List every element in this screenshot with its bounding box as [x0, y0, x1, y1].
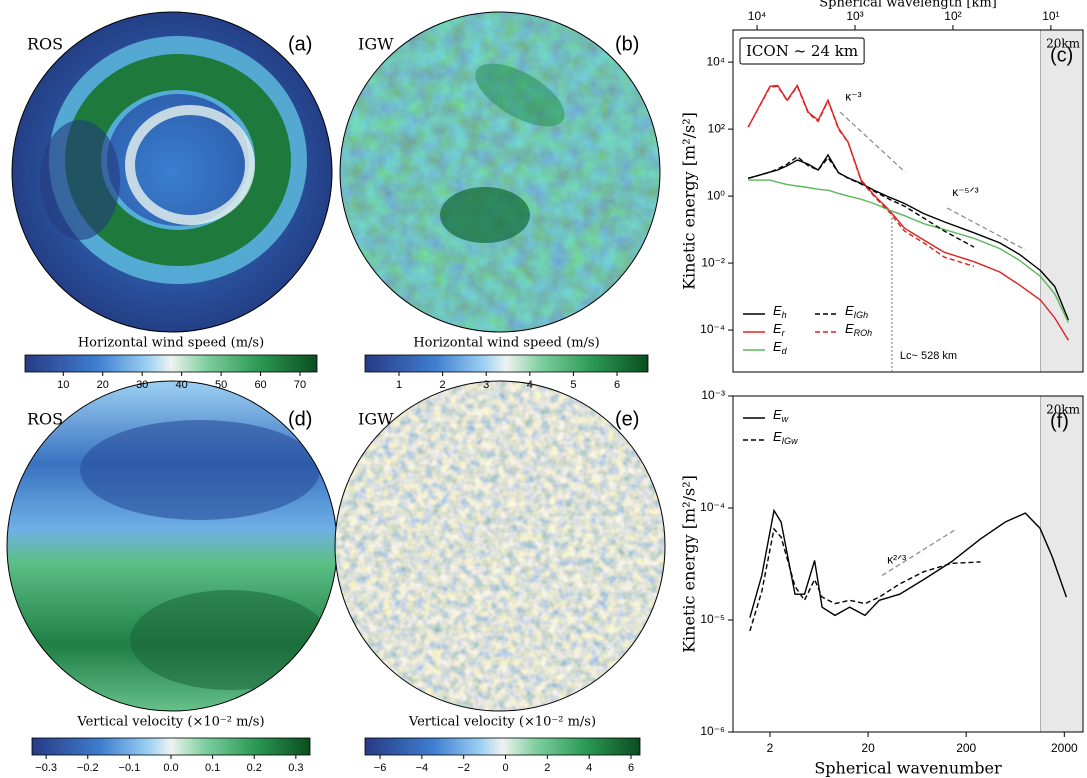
colorbar-tick-label: −4 — [416, 762, 429, 774]
y-tick-label: 10⁻⁵ — [700, 612, 725, 626]
resolution-shade — [1040, 30, 1083, 372]
colorbar-tick-label: 0.1 — [205, 762, 220, 774]
colorbar-tick-label: 10 — [57, 379, 69, 391]
scale-label: Lc~ 528 km — [900, 350, 957, 362]
colorbar-tick-label: 6 — [614, 379, 620, 391]
y-tick-label: 10² — [708, 121, 725, 135]
y-axis-label: Kinetic energy [m²/s²] — [680, 475, 699, 653]
slope-label: κ²ᐟ³ — [887, 553, 906, 567]
y-tick-label: 10⁻³ — [701, 388, 725, 402]
colorbar-tick-label: 40 — [176, 379, 188, 391]
colorbar-tick-label: 70 — [294, 379, 306, 391]
spectrum-line — [748, 86, 1068, 341]
colorbar-tick-label: 2 — [440, 379, 446, 391]
colorbar-tick-label: 20 — [97, 379, 109, 391]
slope-label: κ⁻³ — [845, 89, 861, 103]
colorbar — [365, 355, 648, 372]
map-a — [12, 12, 332, 332]
legend-label: Ed — [773, 339, 788, 356]
colorbar — [365, 738, 640, 755]
map-b — [340, 12, 660, 332]
colorbar-tick-label: 0.3 — [288, 762, 303, 774]
figure: ROS (a) IGW (b) ROS (d) IGW (e) Horizont… — [0, 0, 1087, 778]
spectrum-line — [748, 157, 974, 247]
colorbar-tick-label: 6 — [628, 762, 634, 774]
x-tick-label: 200 — [956, 741, 976, 755]
colorbar-tick-label: −0.2 — [77, 762, 99, 774]
slope-label: κ⁻⁵ᐟ³ — [952, 185, 978, 199]
x-axis-label: Spherical wavenumber — [814, 759, 1002, 778]
colorbar-tick-label: 0.0 — [163, 762, 178, 774]
colorbar-tick-label: −0.1 — [119, 762, 141, 774]
map-tag: IGW — [358, 410, 394, 429]
y-tick-label: 10⁻⁴ — [700, 322, 725, 336]
x2-tick-label: 10² — [944, 9, 961, 23]
colorbar-tick-label: 5 — [570, 379, 576, 391]
x2-tick-label: 10³ — [846, 9, 863, 23]
spectrum-line — [748, 155, 1068, 320]
x-tick-label: 2 — [767, 741, 774, 755]
resolution-shade — [1040, 396, 1083, 732]
spectrum-line — [748, 180, 1068, 322]
panel-label: (e) — [615, 408, 639, 430]
colorbar-tick-label: 4 — [527, 379, 533, 391]
spectrum-line — [750, 511, 1067, 618]
slope-guide — [840, 112, 905, 172]
colorbar-tick-label: 50 — [215, 379, 227, 391]
panel-label: (a) — [288, 33, 312, 55]
colorbar-label: Horizontal wind speed (m/s) — [413, 336, 599, 351]
x-tick-label: 20 — [861, 741, 875, 755]
plot-frame — [733, 30, 1083, 372]
colorbar-tick-label: −0.3 — [35, 762, 57, 774]
y-tick-label: 10⁻² — [701, 255, 725, 269]
panel-label: (c) — [1050, 44, 1073, 66]
panel-label: (f) — [1050, 410, 1069, 432]
map-tag: ROS — [27, 410, 63, 429]
colorbar-tick-label: 4 — [586, 762, 592, 774]
legend-label: Er — [773, 321, 786, 338]
spectrum-line — [748, 86, 974, 266]
panel-label: (d) — [288, 408, 312, 430]
colorbar-label: Vertical velocity (×10⁻² m/s) — [76, 715, 264, 730]
y-tick-label: 10⁴ — [706, 54, 725, 68]
colorbar-tick-label: 0.2 — [247, 762, 262, 774]
map-tag: ROS — [27, 35, 63, 54]
colorbar-tick-label: −6 — [374, 762, 387, 774]
colorbar-tick-label: 0 — [502, 762, 508, 774]
x2-tick-label: 10¹ — [1042, 9, 1059, 23]
map-d — [7, 381, 337, 711]
y-tick-label: 10⁻⁴ — [700, 500, 725, 514]
x2-axis-label: Spherical wavelength [km] — [819, 0, 997, 11]
page: {"panels": [ {"tag": "ROS", "label": "(a… — [0, 0, 1087, 778]
colorbar — [32, 738, 310, 755]
colorbar-tick-label: 2 — [544, 762, 550, 774]
panel-label: (b) — [615, 33, 639, 55]
y-tick-label: 10⁻⁶ — [700, 724, 725, 738]
colorbar-label: Horizontal wind speed (m/s) — [78, 336, 264, 351]
x2-tick-label: 10⁴ — [748, 9, 767, 23]
plot-frame — [733, 396, 1083, 732]
legend-label: EROh — [845, 321, 872, 338]
legend-label: Ew — [773, 407, 789, 424]
legend-label: EIGh — [845, 303, 868, 320]
map-e — [335, 381, 665, 711]
colorbar-tick-label: 1 — [396, 379, 402, 391]
colorbar-tick-label: −2 — [457, 762, 470, 774]
colorbar-tick-label: 30 — [136, 379, 148, 391]
colorbar-tick-label: 60 — [254, 379, 266, 391]
legend-label: Eh — [773, 303, 787, 320]
y-axis-label: Kinetic energy [m²/s²] — [680, 112, 699, 290]
model-label: ICON ~ 24 km — [746, 42, 858, 60]
x-tick-label: 2000 — [1051, 741, 1078, 755]
legend-label: EIGw — [773, 429, 798, 446]
map-tag: IGW — [358, 35, 394, 54]
colorbar-tick-label: 3 — [483, 379, 489, 391]
y-tick-label: 10⁰ — [707, 188, 725, 202]
colorbar — [25, 355, 317, 372]
colorbar-label: Vertical velocity (×10⁻² m/s) — [408, 715, 596, 730]
